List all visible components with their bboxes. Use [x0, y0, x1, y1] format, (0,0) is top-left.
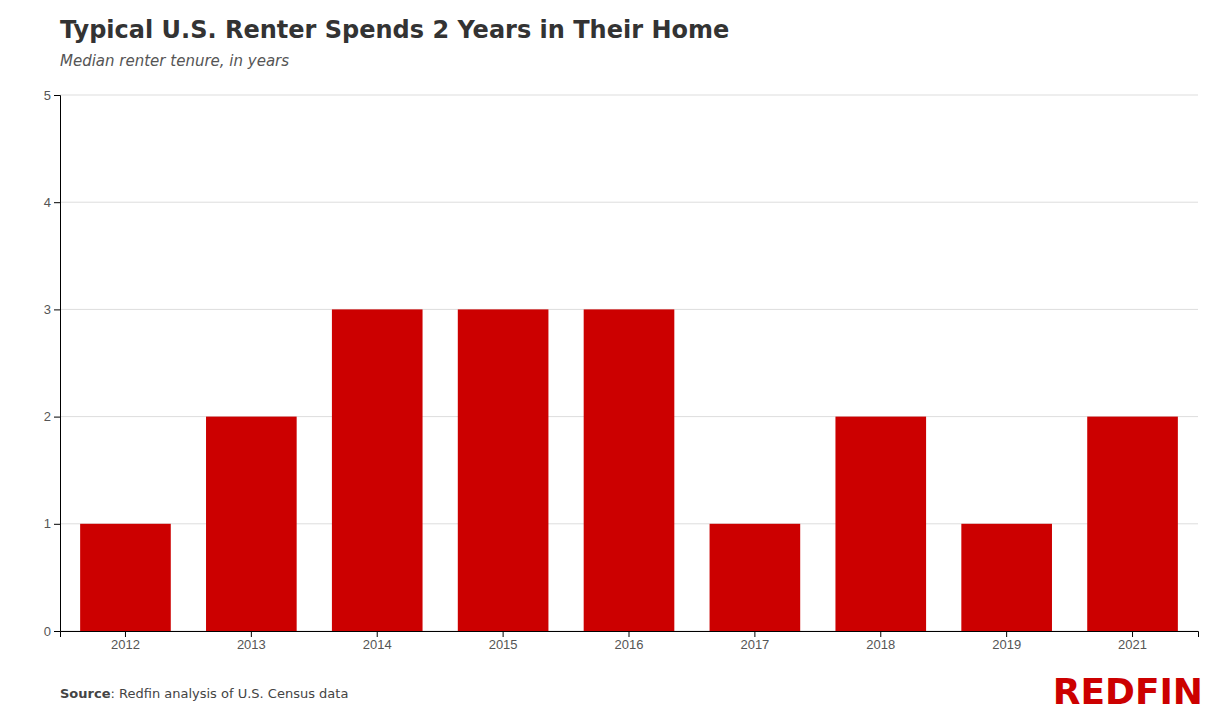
x-tick: 2021 — [1118, 631, 1147, 652]
x-tick: 2015 — [489, 631, 518, 652]
y-tick: 0 — [44, 624, 60, 639]
y-tick-mark — [54, 95, 60, 96]
y-tick-label: 3 — [44, 302, 51, 317]
bar — [835, 417, 926, 631]
x-axis-line — [61, 632, 1199, 638]
x-tick: 2016 — [615, 631, 644, 652]
bar — [584, 309, 675, 631]
x-tick: 2013 — [237, 631, 266, 652]
x-tick: 2017 — [740, 631, 769, 652]
x-tick-label: 2015 — [489, 637, 518, 652]
y-tick-label: 4 — [44, 195, 51, 210]
chart-container: Typical U.S. Renter Spends 2 Years in Th… — [0, 0, 1223, 726]
y-tick: 2 — [44, 409, 60, 424]
x-axis: 2012 2013 2014 2015 2016 2017 2018 2019 2021 — [61, 631, 1199, 652]
x-tick-mark — [503, 631, 504, 637]
y-tick: 4 — [44, 195, 60, 210]
y-tick: 1 — [44, 516, 60, 531]
x-tick: 2012 — [111, 631, 140, 652]
bar — [458, 309, 549, 631]
x-tick-mark — [880, 631, 881, 637]
y-tick-mark — [54, 417, 60, 418]
y-tick-mark — [54, 631, 60, 632]
x-tick-mark — [1006, 631, 1007, 637]
logo-text: REDFIN — [1053, 671, 1203, 712]
bar — [80, 524, 171, 631]
bar — [206, 417, 297, 631]
x-tick-mark — [754, 631, 755, 637]
y-axis-line — [54, 96, 61, 632]
y-tick-label: 0 — [44, 624, 51, 639]
y-tick: 5 — [44, 88, 60, 103]
source-text: : Redfin analysis of U.S. Census data — [110, 686, 348, 701]
y-tick-label: 1 — [44, 516, 51, 531]
plot-area: 0123452012201320142015201620172018201920… — [44, 88, 1199, 653]
source-note: Source: Redfin analysis of U.S. Census d… — [60, 686, 348, 701]
subtitle: Median renter tenure, in years — [60, 52, 289, 70]
bar — [1087, 417, 1178, 631]
chart-svg: Typical U.S. Renter Spends 2 Years in Th… — [0, 0, 1223, 726]
bar — [710, 524, 801, 631]
y-tick-label: 2 — [44, 409, 51, 424]
x-tick: 2019 — [992, 631, 1021, 652]
y-tick-label: 5 — [44, 88, 51, 103]
x-tick-mark — [629, 631, 630, 637]
y-tick: 3 — [44, 302, 60, 317]
title: Typical U.S. Renter Spends 2 Years in Th… — [60, 16, 729, 44]
x-tick: 2014 — [363, 631, 392, 652]
x-tick-label: 2014 — [363, 637, 392, 652]
grid-line — [60, 95, 1198, 96]
bars — [80, 309, 1178, 631]
x-tick-label: 2012 — [111, 637, 140, 652]
bar — [961, 524, 1052, 631]
grid — [60, 95, 1198, 631]
x-tick-label: 2019 — [992, 637, 1021, 652]
x-tick-label: 2021 — [1118, 637, 1147, 652]
y-axis: 0 1 2 3 4 5 — [44, 88, 61, 639]
x-tick-label: 2016 — [615, 637, 644, 652]
x-tick-mark — [1132, 631, 1133, 637]
x-tick-mark — [125, 631, 126, 637]
x-tick: 2018 — [866, 631, 895, 652]
x-tick-mark — [251, 631, 252, 637]
source-label: Source — [60, 686, 111, 701]
x-tick-label: 2013 — [237, 637, 266, 652]
x-tick-mark — [377, 631, 378, 637]
x-tick-label: 2017 — [740, 637, 769, 652]
bar — [332, 309, 423, 631]
y-tick-mark — [54, 309, 60, 310]
y-tick-mark — [54, 524, 60, 525]
x-tick-label: 2018 — [866, 637, 895, 652]
grid-line — [60, 202, 1198, 203]
y-tick-mark — [54, 202, 60, 203]
